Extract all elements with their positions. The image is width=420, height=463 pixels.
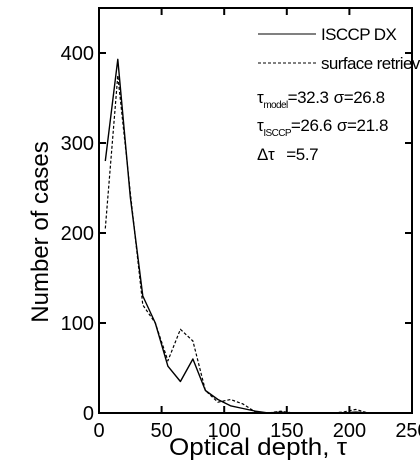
stat-isccp-value: =26.6 [291,116,332,135]
stat-model-value: =32.3 [288,88,329,107]
legend: ISCCP DX surface retrievals [258,25,420,73]
x-tick-label: 0 [93,420,104,442]
y-tick-label: 200 [61,223,94,245]
stat-model: τmodel=32.3 σ=26.8 [257,88,385,111]
stat-model-sigma: σ [334,88,345,107]
stat-delta-value: =5.7 [286,145,318,164]
x-tick-label: 150 [270,420,303,442]
series-line-surface-retrievals [104,74,369,414]
stats-annotations: τmodel=32.3 σ=26.8 τISCCP=26.6 σ=21.8 Δτ =5… [257,88,388,164]
series-layer [104,58,369,414]
axis-ticks: 0 50 100 150 200 250 0 100 200 300 400 [61,8,420,442]
stat-delta: Δτ =5.7 [257,145,318,164]
x-axis-title: Optical depth, τ [169,434,348,461]
stat-delta-symbol: Δτ [257,145,275,164]
stat-isccp-sub: ISCCP [263,128,291,139]
y-tick-label: 0 [83,403,94,425]
stat-isccp-sigma-value: =21.8 [347,116,388,135]
stat-model-sigma-value: =26.8 [344,88,385,107]
stat-model-sub: model [263,100,288,111]
x-tick-label: 250 [395,420,420,442]
y-tick-label: 300 [61,133,94,155]
y-axis-title: Number of cases [27,141,54,322]
x-tick-label: 50 [150,420,172,442]
stat-isccp-sigma: σ [337,116,348,135]
stat-model-tau: τ [257,88,264,107]
plot-frame [98,7,413,414]
stat-isccp-tau: τ [257,116,264,135]
legend-label-surface-retrievals: surface retrievals [321,54,420,73]
y-tick-label: 100 [61,313,94,335]
x-tick-label: 200 [333,420,366,442]
legend-label-iscc-dx: ISCCP DX [321,25,396,44]
stat-isccp: τISCCP=26.6 σ=21.8 [257,116,388,139]
series-line-isccp-dx [104,58,369,414]
y-tick-label: 400 [61,43,94,65]
x-tick-label: 100 [208,420,241,442]
